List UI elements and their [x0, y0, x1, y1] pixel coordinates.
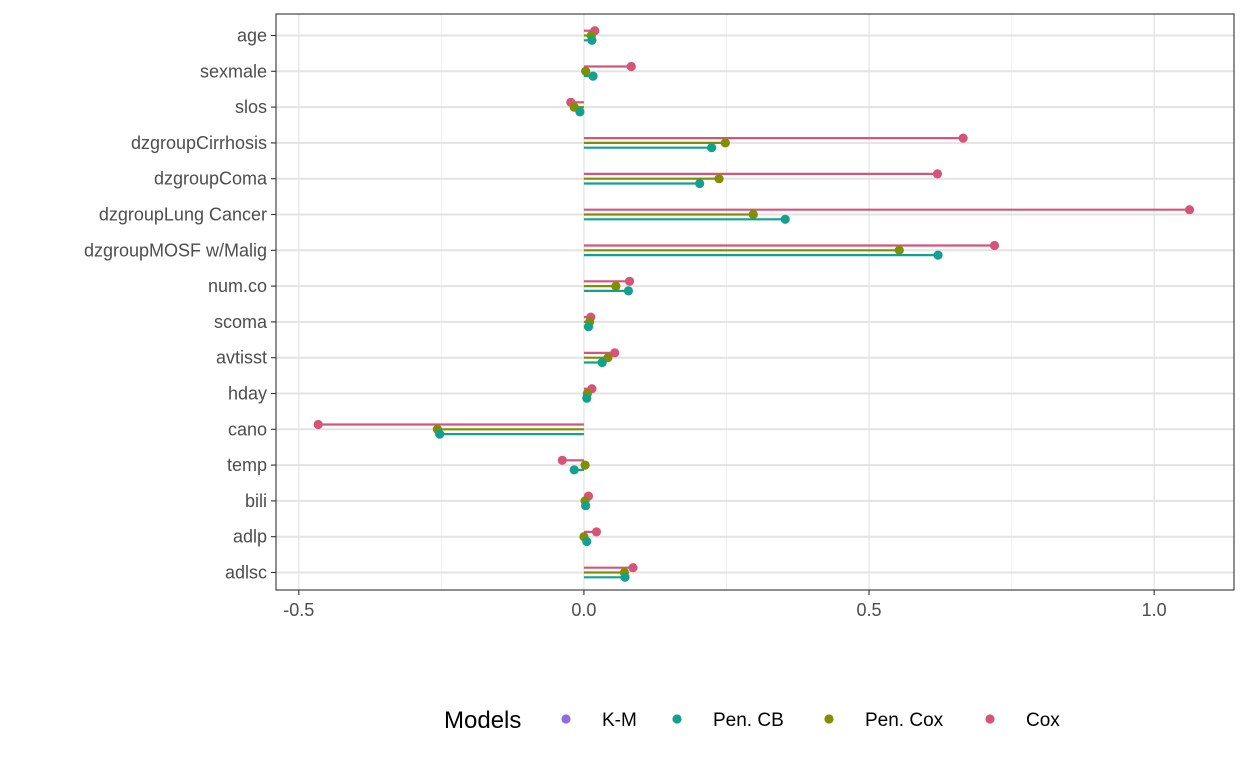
y-tick-label: dzgroupLung Cancer: [99, 205, 267, 225]
legend-label: Cox: [1026, 710, 1060, 731]
lollipop-point: [958, 133, 968, 143]
lollipop-point: [597, 357, 607, 368]
legend: Models K-M Pen. CB Pen. Cox Cox: [444, 707, 1060, 734]
y-tick-label: cano: [228, 419, 267, 439]
y-tick-label: temp: [227, 455, 267, 475]
plot-panel-border: [275, 13, 1235, 591]
lollipop-point: [932, 169, 943, 179]
lollipop-point: [582, 536, 592, 547]
lollipop-point: [591, 527, 602, 537]
y-tick-label: slos: [235, 97, 267, 117]
lollipop-point: [933, 250, 943, 260]
legend-key: [672, 714, 682, 724]
y-tick-label: sexmale: [200, 61, 267, 81]
lollipop-point: [575, 107, 585, 117]
series-layer: [313, 26, 1195, 582]
lollipop-point: [581, 501, 591, 511]
lollipop-point: [610, 348, 620, 358]
lollipop-point: [581, 66, 591, 76]
legend-key: [824, 714, 834, 724]
legend-item-pen-cox: Pen. Cox: [824, 710, 944, 731]
legend-label: Pen. Cox: [865, 710, 944, 731]
legend-item-cox: Cox: [985, 710, 1060, 731]
y-tick-label: bili: [245, 491, 267, 511]
lollipop-point: [313, 419, 323, 430]
y-tick-label: adlsc: [225, 563, 267, 583]
legend-key: [561, 714, 571, 724]
y-tick-label: dzgroupMOSF w/Malig: [84, 240, 267, 260]
lollipop-point: [989, 240, 1000, 251]
legend-label: K-M: [602, 710, 637, 731]
legend-title: Models: [444, 707, 521, 734]
lollipop-point: [569, 465, 579, 475]
grid-layer: [276, 14, 1234, 590]
lollipop-point: [714, 174, 724, 184]
y-tick-label: adlp: [233, 527, 267, 547]
x-tick-label: -0.5: [283, 600, 314, 620]
x-tick-label: 0.5: [857, 600, 882, 620]
y-tick-label: hday: [228, 384, 267, 404]
lollipop-point: [780, 214, 790, 224]
lollipop-point: [626, 61, 636, 72]
legend-label: Pen. CB: [713, 710, 784, 731]
lollipop-point: [1184, 205, 1195, 215]
lollipop-point: [611, 281, 621, 291]
lollipop-point: [624, 276, 635, 286]
lollipop-point: [628, 563, 638, 573]
lollipop-point: [435, 429, 445, 439]
series-pen-cb: [435, 35, 943, 582]
y-tick-label: scoma: [214, 312, 268, 332]
y-tick-label: age: [237, 26, 267, 46]
legend-item-pen-cb: Pen. CB: [672, 710, 784, 731]
series-pen-cox: [432, 30, 904, 578]
y-tick-label: dzgroupCirrhosis: [131, 133, 267, 153]
axis-layer: age sexmale slos dzgroupCirrhosis dzgroupCom…: [84, 26, 1167, 621]
lollipop-point: [587, 35, 597, 45]
legend-key: [985, 714, 995, 724]
lollipop-point: [748, 209, 758, 220]
lollipop-point: [720, 138, 730, 148]
lollipop-point: [620, 572, 630, 582]
y-tick-label: avtisst: [216, 348, 267, 368]
lollipop-point: [695, 178, 705, 189]
lollipop-point: [588, 71, 598, 81]
x-tick-label: 0.0: [571, 600, 596, 620]
y-tick-label: dzgroupComa: [154, 169, 268, 189]
x-tick-label: 1.0: [1142, 600, 1167, 620]
lollipop-point: [707, 143, 717, 153]
lollipop-point: [583, 322, 594, 332]
lollipop-point: [582, 393, 592, 403]
lollipop-point: [623, 286, 634, 296]
legend-item-k-m: K-M: [561, 710, 637, 731]
y-tick-label: num.co: [208, 276, 267, 296]
lollipop-point: [557, 455, 567, 465]
lollipop-point: [894, 245, 904, 255]
lollipop-point: [580, 460, 590, 470]
